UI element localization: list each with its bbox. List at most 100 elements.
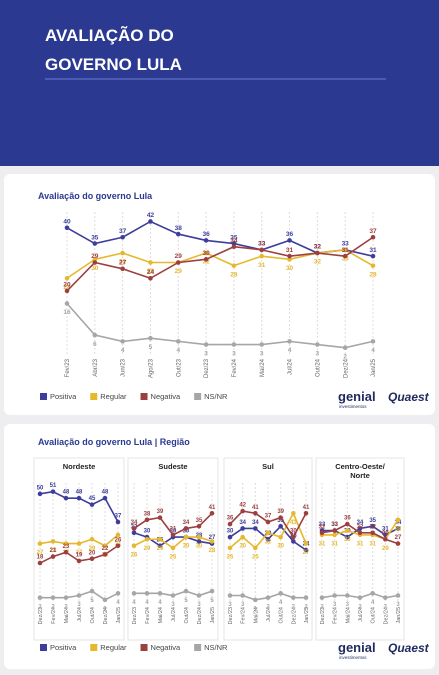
data-point	[131, 526, 137, 531]
data-point	[115, 532, 121, 538]
x-tick-label: Jan/25	[396, 607, 402, 624]
x-tick-label: Fev/24	[51, 607, 57, 624]
data-label: 29	[89, 546, 96, 552]
data-label: 41	[209, 505, 216, 511]
data-point	[148, 335, 153, 341]
data-label: 22	[102, 546, 109, 552]
data-label: 37	[369, 228, 377, 235]
data-point	[92, 332, 98, 338]
data-point	[287, 253, 292, 259]
data-label: 33	[342, 241, 350, 248]
data-point	[50, 554, 56, 559]
data-label: 3	[204, 350, 208, 357]
data-label: 31	[170, 527, 177, 533]
data-label: 2	[292, 604, 296, 610]
data-point	[76, 541, 82, 546]
data-point	[357, 526, 363, 531]
data-label: 3	[396, 602, 400, 608]
header-title: AVALIAÇÃO DO	[45, 25, 174, 45]
x-tick-label: Out/24	[315, 358, 321, 377]
x-tick-label: Out/23	[176, 358, 182, 377]
data-point	[89, 588, 95, 594]
legend-swatch	[90, 644, 98, 651]
data-point	[357, 595, 363, 600]
data-point	[203, 257, 209, 262]
legend-label: Regular	[100, 392, 127, 401]
data-point	[89, 556, 95, 562]
data-point	[76, 558, 82, 564]
data-point	[102, 552, 108, 557]
data-label: 29	[175, 268, 183, 275]
data-point	[291, 510, 296, 516]
data-point	[332, 528, 337, 533]
data-point	[170, 593, 176, 598]
data-label: 5	[149, 344, 153, 351]
data-label: 32	[314, 244, 322, 251]
data-label: 3	[346, 602, 350, 608]
brand-name: genial	[338, 640, 376, 655]
data-point	[265, 595, 271, 600]
data-point	[370, 253, 376, 259]
data-point	[148, 275, 153, 281]
data-point	[37, 491, 43, 497]
legend-swatch	[90, 393, 98, 400]
data-label: 33	[344, 537, 351, 543]
x-tick-label: Jul/24	[288, 358, 294, 375]
panel-frame	[33, 457, 125, 641]
data-label: 4	[371, 347, 375, 354]
data-label: 29	[91, 253, 99, 260]
panel-title: Nordeste	[63, 462, 96, 471]
data-label: 27	[37, 550, 44, 556]
data-label: 30	[183, 544, 190, 550]
data-point	[342, 345, 348, 350]
data-label: 20	[63, 282, 71, 289]
x-tick-label: Jul/24	[171, 607, 177, 622]
data-label: 34	[252, 520, 259, 526]
legend-swatch	[40, 644, 47, 651]
data-point	[315, 250, 320, 256]
data-point	[209, 510, 215, 516]
data-point	[303, 510, 309, 516]
data-point	[227, 593, 233, 598]
data-point	[120, 250, 125, 256]
data-point	[92, 260, 98, 265]
data-label: 37	[119, 228, 127, 235]
data-label: 20	[89, 550, 96, 556]
data-point	[50, 539, 56, 544]
data-label: 1	[103, 606, 107, 612]
data-point	[259, 342, 265, 347]
data-label: 30	[277, 544, 284, 550]
data-point	[148, 260, 153, 265]
x-tick-label: Mai/24	[158, 607, 164, 624]
data-point	[196, 593, 202, 598]
data-point	[203, 238, 209, 243]
data-label: 5	[210, 598, 214, 604]
data-label: 31	[286, 247, 294, 254]
x-tick-label: Jan/25	[210, 607, 216, 624]
series-line	[66, 249, 374, 279]
data-point	[287, 339, 292, 344]
data-label: 2	[358, 604, 362, 610]
data-point	[383, 595, 388, 600]
data-label: 30	[91, 265, 99, 272]
data-point	[131, 543, 137, 549]
x-tick-label: Dez/24	[103, 607, 109, 624]
legend-label: Positiva	[50, 392, 77, 401]
data-label: 19	[76, 552, 83, 558]
data-label: 31	[369, 542, 376, 548]
data-label: 33	[342, 256, 350, 263]
data-label: 2	[343, 353, 347, 360]
x-tick-label: Fev/24	[145, 607, 151, 624]
data-point	[253, 597, 258, 603]
data-label: 23	[63, 544, 70, 550]
data-label: 37	[265, 514, 272, 520]
data-point	[332, 532, 337, 538]
data-label: 32	[369, 524, 376, 530]
data-label: 21	[50, 548, 57, 554]
data-point	[231, 263, 237, 268]
data-label: 3	[228, 602, 232, 608]
x-tick-label: Mai/24	[64, 607, 70, 624]
data-label: 33	[258, 241, 266, 248]
x-tick-label: Jul/24	[77, 607, 83, 622]
data-label: 2	[304, 604, 308, 610]
